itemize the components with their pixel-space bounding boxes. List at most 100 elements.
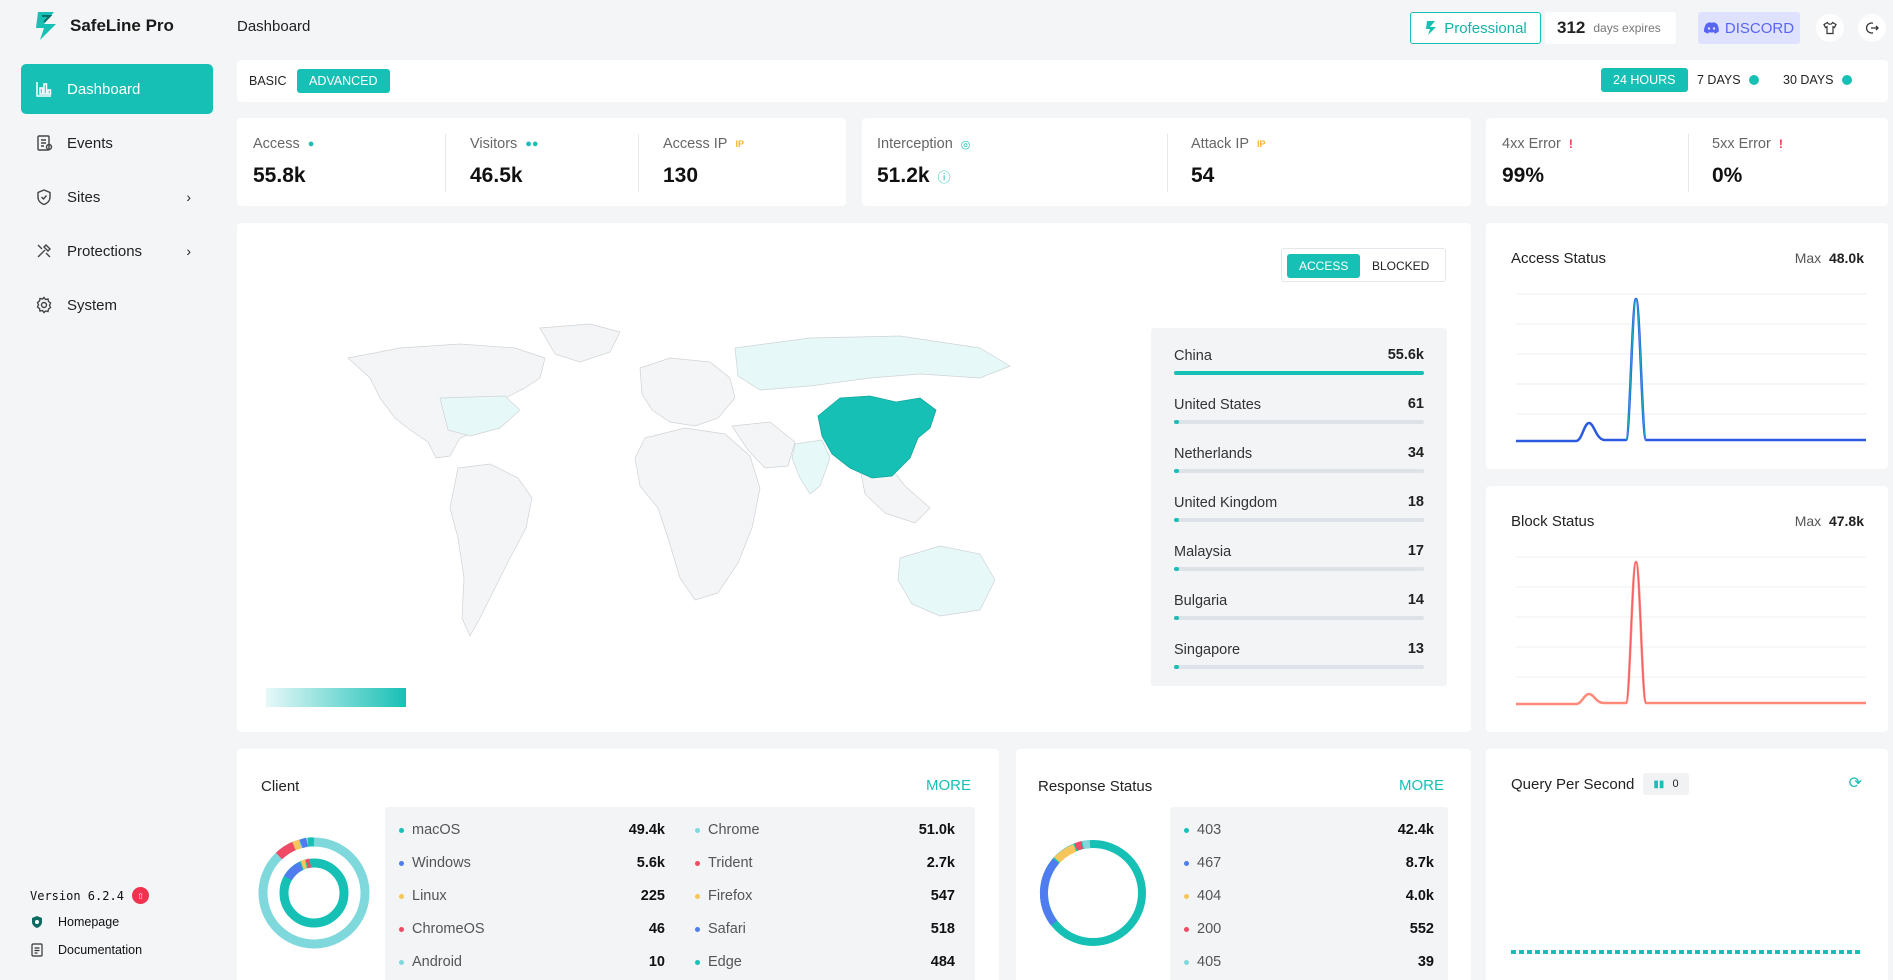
country-bar [1174, 665, 1424, 669]
legend-label: macOS [412, 822, 461, 838]
range-7-days[interactable]: 7 DAYS [1685, 68, 1771, 92]
stat-interception: Interception ◎ 51.2k ⓘ [877, 136, 970, 188]
country-name: United Kingdom [1174, 495, 1278, 511]
panel-title: Response Status [1038, 778, 1153, 795]
country-bar [1174, 420, 1424, 424]
legend-value: 39 [1417, 954, 1434, 970]
max-readout: Max 48.0k [1795, 250, 1864, 266]
map-region-africa [634, 427, 761, 601]
block-status-chart[interactable] [1516, 552, 1866, 712]
stat-value: 54 [1191, 164, 1215, 187]
legend-label: Firefox [708, 888, 753, 904]
qps-chart[interactable] [1511, 949, 1861, 955]
legend-value: 4.0k [1405, 888, 1434, 904]
map-legend-gradient [266, 688, 406, 707]
sidebar-item-label: Dashboard [67, 80, 141, 98]
country-bar [1174, 616, 1424, 620]
tab-basic[interactable]: BASIC [249, 74, 287, 88]
legend-value: 10 [648, 954, 665, 970]
events-icon [35, 134, 53, 152]
page-title: Dashboard [237, 18, 311, 35]
legend-dot [695, 827, 700, 833]
divider [1688, 134, 1689, 192]
legend-item-status: 405 [1184, 954, 1221, 970]
sidebar-item-system[interactable]: System [21, 280, 213, 330]
shirt-icon[interactable] [1816, 14, 1844, 42]
legend-value: 8.7k [1405, 855, 1434, 871]
map-region-greenland [539, 323, 621, 363]
legend-dot [1184, 860, 1189, 866]
stat-value: 0% [1712, 164, 1743, 187]
response-donut-chart[interactable] [1038, 838, 1148, 948]
legend-value: 225 [640, 888, 665, 904]
info-icon[interactable]: ⓘ [937, 169, 951, 185]
stat-5xx-error: 5xx Error! 0% [1712, 136, 1783, 188]
discord-button[interactable]: DISCORD [1698, 12, 1800, 44]
stat-4xx-error: 4xx Error! 99% [1502, 136, 1573, 188]
legend-label: Chrome [708, 822, 760, 838]
client-more-link[interactable]: MORE [926, 777, 971, 794]
professional-button[interactable]: Professional [1410, 12, 1541, 44]
max-value: 48.0k [1828, 250, 1864, 266]
legend-dot [695, 926, 700, 932]
toggle-access[interactable]: ACCESS [1287, 254, 1361, 278]
tab-advanced[interactable]: ADVANCED [297, 69, 390, 93]
stat-label: Access [253, 136, 300, 152]
legend-dot [1184, 827, 1189, 833]
user-icon: ● [307, 138, 315, 150]
sidebar-item-protections[interactable]: Protections › [21, 226, 213, 276]
legend-label: Android [412, 954, 462, 970]
access-status-chart[interactable] [1516, 289, 1866, 449]
response-more-link[interactable]: MORE [1399, 777, 1444, 794]
legend-label: ChromeOS [412, 921, 485, 937]
logout-icon[interactable] [1858, 14, 1886, 42]
response-status-panel: Response Status MORE 403 42.4k 467 8.7k … [1016, 749, 1471, 980]
country-bar-fill [1174, 420, 1179, 424]
license-expiry: 312 days expires [1545, 12, 1676, 44]
stat-label: Interception [877, 136, 953, 152]
legend-label: 405 [1197, 954, 1222, 970]
refresh-icon[interactable]: ⟳ [1848, 775, 1862, 792]
sidebar-item-dashboard[interactable]: Dashboard [21, 64, 213, 114]
brand[interactable]: SafeLine Pro [32, 10, 174, 42]
stat-value: 46.5k [470, 164, 523, 187]
legend-dot [399, 860, 404, 866]
divider [1167, 134, 1168, 192]
country-bar-fill [1174, 567, 1179, 571]
country-bar-fill [1174, 616, 1179, 620]
client-legend: macOS 49.4k Windows 5.6k Linux 225 Chrom… [385, 807, 975, 980]
upgrade-badge-icon[interactable]: ⇧ [131, 887, 149, 904]
range-30-days[interactable]: 30 DAYS [1771, 68, 1864, 92]
country-bar [1174, 567, 1424, 571]
legend-value: 552 [1409, 921, 1434, 937]
traffic-stats-card: Access ● 55.8k Visitors ●● 46.5k Access IP… [237, 118, 846, 206]
range-24-hours[interactable]: 24 HOURS [1601, 68, 1688, 92]
sidebar-item-events[interactable]: Events [21, 118, 213, 168]
legend-item-status: 404 [1184, 888, 1221, 904]
sidebar-item-label: Events [67, 134, 113, 152]
client-donut-chart[interactable] [257, 836, 371, 950]
legend-dot [695, 860, 700, 866]
legend-label: 404 [1197, 888, 1222, 904]
legend-item-browser: Edge [695, 954, 742, 970]
country-bar-fill [1174, 371, 1424, 375]
documentation-link[interactable]: Documentation [30, 943, 142, 957]
country-name: Singapore [1174, 642, 1241, 658]
range-label: 7 DAYS [1697, 73, 1741, 87]
legend-dot [695, 959, 700, 965]
sidebar-item-sites[interactable]: Sites › [21, 172, 213, 222]
sidebar-item-label: System [67, 296, 118, 314]
divider [445, 134, 446, 192]
legend-dot [695, 893, 700, 899]
panel-title: Access Status [1511, 250, 1607, 267]
country-row: China 55.6k [1174, 347, 1424, 375]
ip-icon: IP [735, 139, 744, 149]
stat-label: 4xx Error [1502, 136, 1561, 152]
toggle-blocked[interactable]: BLOCKED [1372, 259, 1430, 273]
world-map[interactable] [340, 318, 1020, 673]
country-ranking-list: China 55.6k United States 61 Netherlands 34… [1151, 328, 1447, 686]
sidebar-item-label: Protections [67, 242, 143, 260]
homepage-link[interactable]: Homepage [30, 915, 119, 929]
discord-label: DISCORD [1724, 19, 1795, 37]
country-value: 55.6k [1387, 347, 1424, 363]
